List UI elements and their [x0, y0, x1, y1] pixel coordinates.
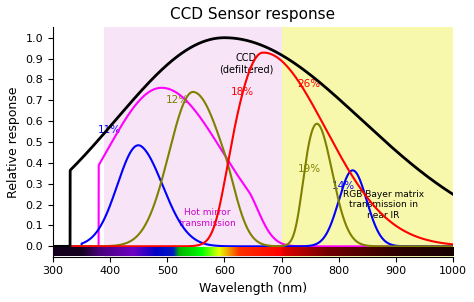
Text: Hot mirror
transmission: Hot mirror transmission	[178, 208, 236, 228]
Bar	[104, 27, 282, 257]
Text: 26%: 26%	[298, 79, 320, 88]
Bar	[282, 27, 453, 257]
Text: 18%: 18%	[231, 87, 254, 97]
Text: 11%: 11%	[98, 124, 120, 134]
Text: 14%: 14%	[332, 181, 355, 191]
Text: CCD
(defiltered): CCD (defiltered)	[219, 53, 273, 75]
X-axis label: Wavelength (nm): Wavelength (nm)	[199, 282, 307, 295]
Text: RGB Bayer matrix
transmission in
near IR: RGB Bayer matrix transmission in near IR	[343, 190, 424, 220]
Text: 12%: 12%	[166, 95, 189, 105]
Y-axis label: Relative response: Relative response	[7, 86, 20, 198]
Title: CCD Sensor response: CCD Sensor response	[171, 7, 336, 22]
Text: 19%: 19%	[298, 164, 320, 174]
